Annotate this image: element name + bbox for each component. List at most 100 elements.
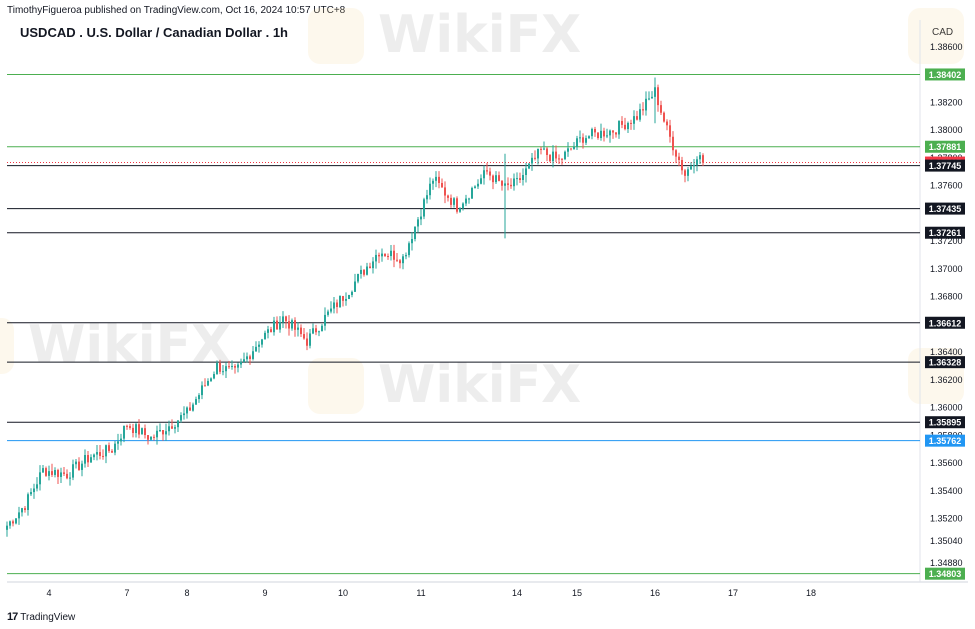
level-badge-bg <box>925 416 965 429</box>
price-axis[interactable]: 1.34880 1.35040 1.35200 1.35400 1.35600 1.358… <box>930 42 963 568</box>
candle <box>300 324 302 338</box>
candle <box>222 364 224 376</box>
candle <box>510 178 512 189</box>
candle-body <box>567 148 569 152</box>
candle <box>576 135 578 150</box>
candle <box>672 131 674 156</box>
level-price-badge: 1.36612 <box>925 316 965 329</box>
candle-body <box>513 178 515 187</box>
candle <box>468 197 470 204</box>
candle-body <box>579 137 581 139</box>
candle-body <box>387 256 389 258</box>
candle <box>27 492 29 516</box>
candle <box>663 111 665 123</box>
candle <box>450 194 452 208</box>
candle-body <box>675 150 677 157</box>
candle-body <box>222 371 224 373</box>
tradingview-logo[interactable]: 17 TradingView <box>7 611 75 623</box>
candle <box>102 449 104 460</box>
candle-body <box>582 137 584 143</box>
candle <box>33 483 35 499</box>
candle <box>567 142 569 157</box>
candle-body <box>63 472 65 474</box>
candle-body <box>483 170 485 179</box>
candle <box>462 202 464 211</box>
candle <box>117 433 119 450</box>
candle-body <box>546 148 548 156</box>
candle <box>438 171 440 189</box>
candle <box>531 152 533 171</box>
candle-body <box>201 385 203 396</box>
candle-body <box>30 492 32 495</box>
candle-body <box>315 328 317 333</box>
candle <box>414 226 416 242</box>
candle <box>459 207 461 213</box>
candle <box>411 231 413 251</box>
time-tick-label: 10 <box>338 588 348 598</box>
candle <box>396 252 398 263</box>
candle <box>6 521 8 537</box>
price-tick-label: 1.36000 <box>930 403 963 413</box>
candle-body <box>294 320 296 330</box>
candle-body <box>198 395 200 400</box>
candle <box>87 450 89 467</box>
candle-body <box>657 87 659 106</box>
candle-body <box>66 473 68 479</box>
candle-body <box>342 296 344 301</box>
candle <box>273 316 275 336</box>
candle-body <box>516 178 518 180</box>
candle <box>660 100 662 115</box>
candle <box>174 424 176 434</box>
candle <box>201 381 203 400</box>
candle <box>477 179 479 189</box>
candle-body <box>375 254 377 262</box>
watermark-logo-icon <box>0 318 14 374</box>
candle <box>558 154 560 165</box>
candle <box>270 326 272 333</box>
candle-body <box>519 178 521 181</box>
candle <box>639 103 641 122</box>
candle <box>318 330 320 337</box>
candle <box>534 150 536 161</box>
candle <box>207 378 209 387</box>
price-tick-label: 1.35600 <box>930 458 963 468</box>
candle-body <box>555 151 557 159</box>
candle-body <box>420 216 422 220</box>
candle <box>678 152 680 167</box>
candle <box>444 181 446 204</box>
level-badge-bg <box>925 202 965 215</box>
candle <box>57 468 59 484</box>
candle-body <box>510 184 512 187</box>
candle <box>297 322 299 337</box>
candle-body <box>288 321 290 329</box>
candle-body <box>183 413 185 416</box>
candle <box>54 467 56 478</box>
candle-body <box>507 183 509 185</box>
candle <box>609 129 611 143</box>
level-price-badge: 1.35895 <box>925 416 965 429</box>
candle <box>144 424 146 439</box>
candle <box>651 91 653 99</box>
candle-body <box>669 125 671 137</box>
candle <box>693 158 695 174</box>
candle <box>699 151 701 165</box>
candle-body <box>186 407 188 414</box>
candle-body <box>573 146 575 149</box>
candle-body <box>648 98 650 100</box>
candle-body <box>639 109 641 120</box>
candle <box>363 269 365 277</box>
candle-body <box>660 105 662 113</box>
candle <box>456 196 458 214</box>
candle <box>153 434 155 441</box>
time-axis[interactable]: 4 7 8 9 10 11 14 15 16 17 18 <box>46 588 816 598</box>
level-price-badge: 1.37745 <box>925 159 965 172</box>
candle <box>69 472 71 486</box>
candle <box>579 130 581 143</box>
candle <box>324 307 326 331</box>
candle-body <box>363 269 365 275</box>
candle <box>210 377 212 383</box>
candle-body <box>549 155 551 162</box>
candle-body <box>561 158 563 160</box>
candle <box>483 165 485 185</box>
